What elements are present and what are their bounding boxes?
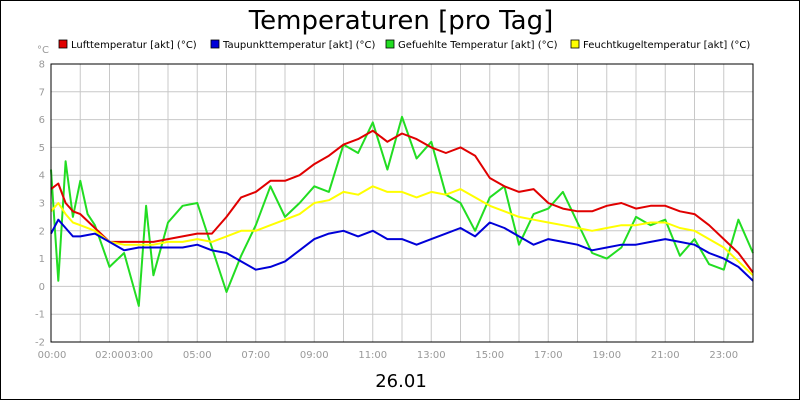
y-tick-label: 6 [39, 115, 45, 126]
legend-label-3: Gefuehlte Temperatur [akt] (°C) [398, 40, 558, 51]
y-tick-label: 2 [39, 226, 45, 237]
chart-title: Temperaturen [pro Tag] [248, 6, 554, 36]
y-tick-label: 5 [39, 143, 45, 154]
legend-label-2: Taupunkttemperatur [akt] (°C) [222, 40, 375, 51]
date-label: 26.01 [375, 371, 427, 392]
x-tick-label: 23:00 [709, 350, 738, 361]
legend-swatch-2 [210, 39, 220, 49]
x-tick-label: 03:00 [124, 350, 153, 361]
y-tick-label: 0 [39, 282, 45, 293]
x-axis-ticks: 00:00 02:00 03:00 05:00 07:00 09:00 11:00 13:00… [38, 350, 739, 361]
series-line-3 [50, 115, 754, 307]
y-axis-ticks: -2 -1 0 1 2 3 4 5 6 7 8 [35, 60, 45, 349]
x-tick-label: 05:00 [183, 350, 212, 361]
legend-swatch-1 [58, 39, 68, 49]
x-tick-label: 19:00 [592, 350, 621, 361]
y-tick-label: 8 [39, 60, 45, 71]
x-tick-label: 11:00 [358, 350, 387, 361]
x-tick-label: 02:00 [95, 350, 124, 361]
y-tick-label: -2 [35, 338, 45, 349]
y-axis-unit: °C [37, 45, 49, 56]
x-tick-label: 00:00 [38, 350, 67, 361]
x-tick-label: 15:00 [475, 350, 504, 361]
x-tick-label: 07:00 [241, 350, 270, 361]
y-tick-label: 4 [39, 171, 45, 182]
series-lines [50, 115, 754, 307]
y-tick-label: -1 [35, 310, 45, 321]
y-tick-label: 7 [39, 87, 45, 98]
legend-label-1: Lufttemperatur [akt] (°C) [71, 40, 197, 51]
x-tick-label: 09:00 [300, 350, 329, 361]
grid-lines [51, 63, 753, 343]
series-line-1 [50, 129, 754, 274]
legend-label-4: Feuchtkugeltemperatur [akt] (°C) [583, 40, 750, 51]
x-tick-label: 21:00 [651, 350, 680, 361]
y-tick-label: 3 [39, 199, 45, 210]
legend-swatch-3 [385, 39, 395, 49]
y-tick-label: 1 [39, 254, 45, 265]
legend-swatch-4 [570, 39, 580, 49]
legend: Lufttemperatur [akt] (°C) Taupunkttempera… [58, 39, 750, 51]
plot-area [50, 63, 754, 343]
x-tick-label: 17:00 [534, 350, 563, 361]
x-tick-label: 13:00 [417, 350, 446, 361]
series-line-4 [50, 185, 754, 277]
series-line-2 [50, 218, 754, 282]
